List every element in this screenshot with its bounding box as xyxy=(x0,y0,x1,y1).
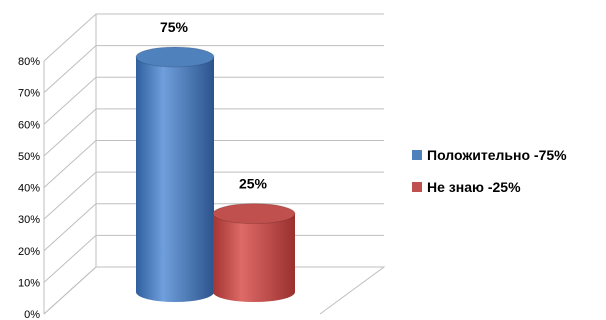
bar-1 xyxy=(212,203,296,302)
y-tick-label: 0% xyxy=(24,309,40,320)
y-tick-label: 50% xyxy=(18,151,40,163)
legend: Положительно -75% Не знаю -25% xyxy=(412,139,567,203)
legend-label-positive: Положительно -75% xyxy=(427,147,567,163)
data-label: 25% xyxy=(239,176,268,192)
bar-body xyxy=(136,57,214,302)
bars xyxy=(135,46,296,302)
bar-body xyxy=(213,213,295,302)
y-tick-label: 80% xyxy=(18,56,40,68)
y-tick-label: 70% xyxy=(18,88,40,100)
y-tick-label: 30% xyxy=(18,214,40,226)
data-labels: 75% 25% xyxy=(160,19,268,192)
legend-item-dont-know: Не знаю -25% xyxy=(412,171,567,203)
data-label: 75% xyxy=(160,19,189,35)
legend-item-positive: Положительно -75% xyxy=(412,139,567,171)
gridline xyxy=(43,13,384,62)
y-axis: 0% 10% 20% 30% 40% 50% 60% 70% 80% xyxy=(18,56,40,320)
gridlines xyxy=(43,13,386,315)
bar-top xyxy=(135,46,215,68)
y-tick-label: 20% xyxy=(18,246,40,258)
legend-label-dont-know: Не знаю -25% xyxy=(427,179,521,195)
bar-0 xyxy=(135,46,215,302)
y-tick-label: 40% xyxy=(18,183,40,195)
y-tick-label: 60% xyxy=(18,119,40,131)
legend-swatch-dont-know xyxy=(412,182,422,192)
y-tick-label: 10% xyxy=(18,277,40,289)
bar-top xyxy=(212,203,296,225)
legend-swatch-positive xyxy=(412,150,422,160)
